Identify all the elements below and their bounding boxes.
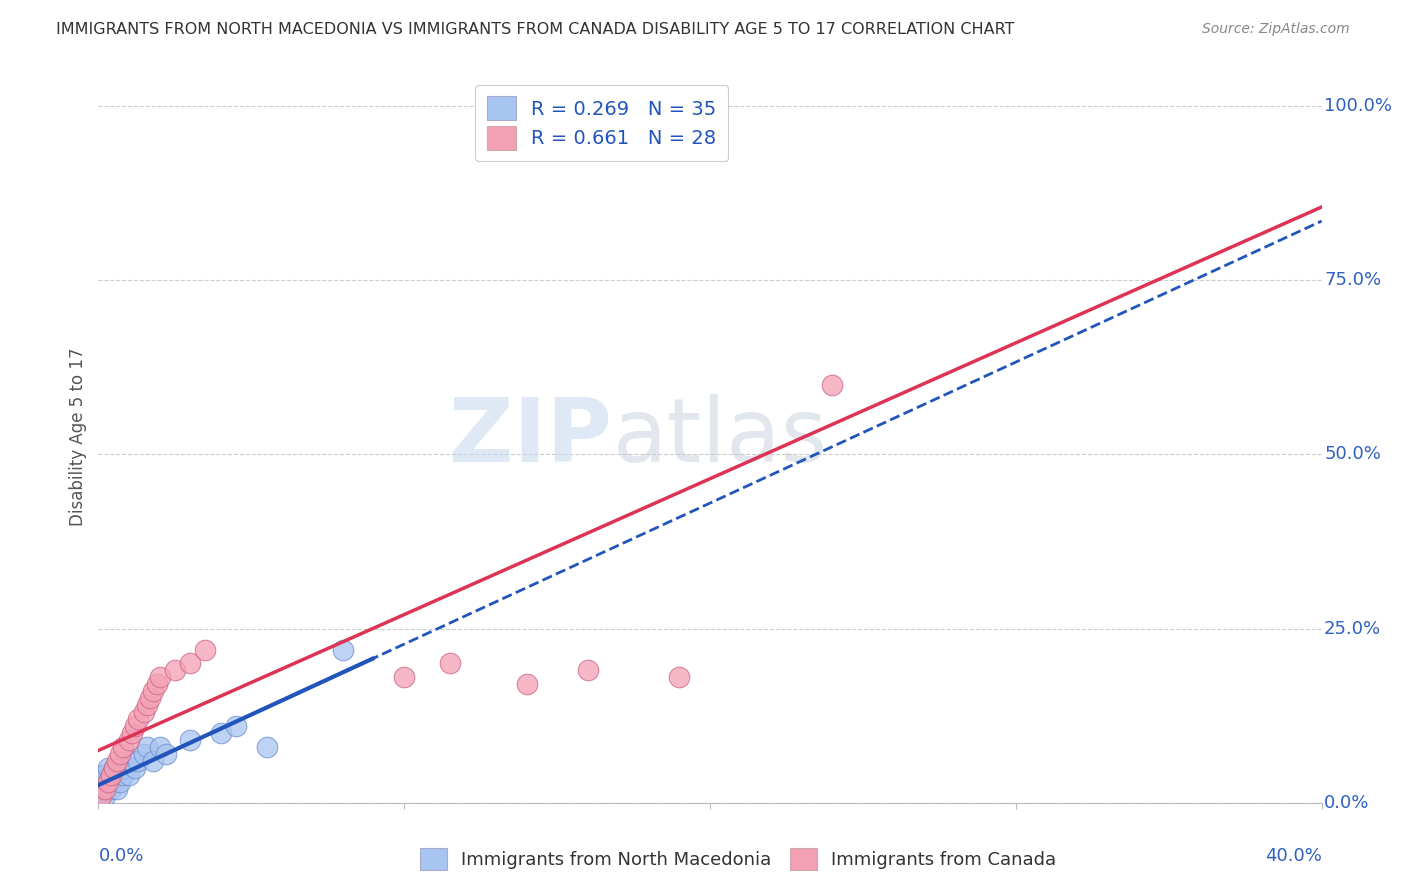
Point [134,747,156,761]
Point [118,733,141,747]
Point [90,789,112,803]
Text: 0.0%: 0.0% [1324,794,1369,812]
Point [124,761,146,775]
Point [179,733,201,747]
Point [105,781,128,796]
Point [90,768,112,782]
Point [90,789,112,803]
Point [103,761,125,775]
Legend: R = 0.269   N = 35, R = 0.661   N = 28: R = 0.269 N = 35, R = 0.661 N = 28 [475,85,728,161]
Point [155,747,177,761]
Point [93,781,115,796]
Point [90,775,112,789]
Point [93,768,115,782]
Point [108,747,131,761]
Point [209,726,232,740]
Point [576,664,599,678]
Point [134,705,156,719]
Point [821,377,844,392]
Point [145,677,167,691]
Point [121,726,143,740]
Point [93,781,115,796]
Point [93,789,115,803]
Point [142,684,165,698]
Point [136,698,159,713]
Point [127,712,149,726]
Text: atlas: atlas [612,393,827,481]
Point [115,761,138,775]
Point [97,761,120,775]
Text: IMMIGRANTS FROM NORTH MACEDONIA VS IMMIGRANTS FROM CANADA DISABILITY AGE 5 TO 17: IMMIGRANTS FROM NORTH MACEDONIA VS IMMIG… [56,22,1015,37]
Text: Source: ZipAtlas.com: Source: ZipAtlas.com [1202,22,1350,37]
Point [256,740,278,755]
Point [108,775,131,789]
Point [100,781,122,796]
Point [97,775,120,789]
Text: 50.0%: 50.0% [1324,445,1381,464]
Point [118,768,141,782]
Point [332,642,354,657]
Point [93,775,115,789]
Point [111,740,134,755]
Point [100,768,122,782]
Point [121,754,143,768]
Point [90,781,112,796]
Point [103,761,125,775]
Point [392,670,416,684]
Point [149,740,172,755]
Point [225,719,247,733]
Point [516,677,538,691]
Point [439,657,461,671]
Point [97,775,120,789]
Legend: Immigrants from North Macedonia, Immigrants from Canada: Immigrants from North Macedonia, Immigra… [413,840,1063,877]
Point [139,691,162,706]
Point [108,761,131,775]
Point [103,775,125,789]
Text: 40.0%: 40.0% [1265,847,1322,864]
Point [105,754,128,768]
Point [100,768,122,782]
Point [637,99,661,113]
Point [111,768,134,782]
Y-axis label: Disability Age 5 to 17: Disability Age 5 to 17 [69,348,87,526]
Point [127,754,149,768]
Text: 0.0%: 0.0% [98,847,143,864]
Point [97,781,120,796]
Point [149,670,172,684]
Point [124,719,146,733]
Text: ZIP: ZIP [450,393,612,481]
Text: 75.0%: 75.0% [1324,271,1381,289]
Point [668,670,690,684]
Point [194,642,217,657]
Point [136,740,159,755]
Text: 100.0%: 100.0% [1324,97,1392,115]
Point [179,657,201,671]
Text: 25.0%: 25.0% [1324,620,1381,638]
Point [105,768,128,782]
Point [163,664,186,678]
Point [142,754,165,768]
